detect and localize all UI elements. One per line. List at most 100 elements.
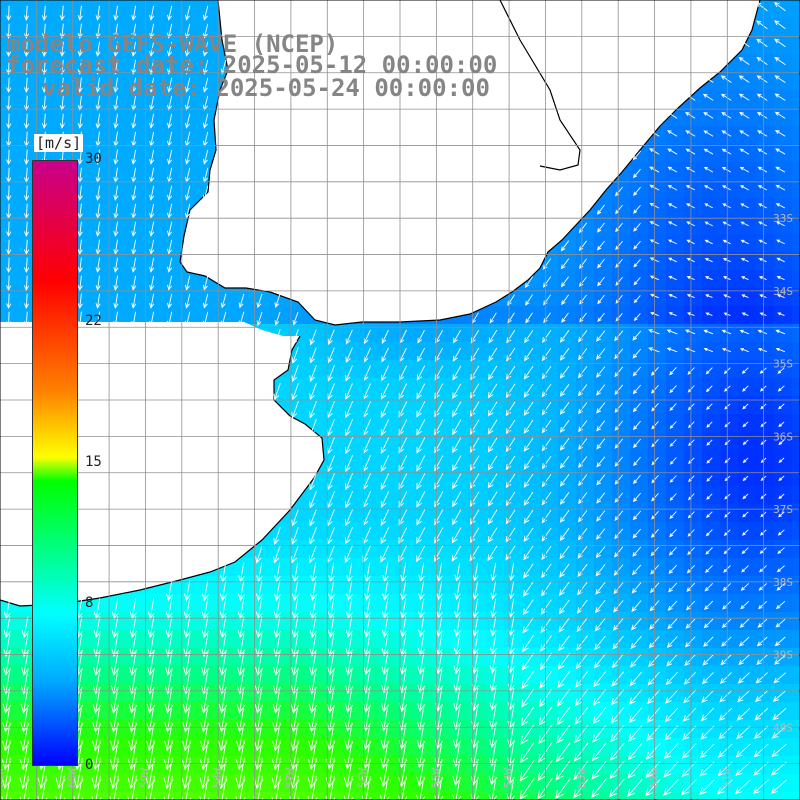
wind-vector xyxy=(775,148,786,155)
wind-vector xyxy=(704,565,713,574)
wind-vector xyxy=(202,293,209,309)
wind-vector xyxy=(632,384,642,395)
wind-vector xyxy=(202,95,209,111)
wind-vector xyxy=(610,725,625,743)
wind-vector xyxy=(758,221,768,227)
wind-vector xyxy=(738,654,750,666)
wind-vector xyxy=(113,59,119,75)
wind-vector xyxy=(309,598,317,620)
wind-speed-cell xyxy=(792,756,800,775)
wind-speed-cell xyxy=(792,504,800,523)
wind-vector xyxy=(667,221,678,227)
wind-vector xyxy=(739,618,750,628)
wind-vector xyxy=(522,635,534,653)
wind-vector xyxy=(559,474,570,487)
wind-vector xyxy=(291,651,299,677)
wind-vector xyxy=(706,457,713,464)
wind-vector xyxy=(775,184,786,191)
wind-vector xyxy=(630,635,642,650)
wind-vector xyxy=(756,75,768,83)
wind-vector xyxy=(669,439,677,447)
wind-vector xyxy=(614,348,624,360)
wind-vector xyxy=(326,687,336,714)
wind-vector xyxy=(309,347,317,364)
wind-vector xyxy=(255,616,263,639)
wind-vector xyxy=(131,311,137,327)
wind-vector xyxy=(147,633,155,658)
wind-vector xyxy=(669,493,677,501)
wind-vector xyxy=(755,672,768,684)
wind-vector xyxy=(778,403,785,410)
wind-vector xyxy=(573,742,589,762)
wind-vector xyxy=(520,724,535,745)
wind-vector xyxy=(742,385,749,392)
wind-vector xyxy=(721,130,732,137)
wind-vector xyxy=(327,473,335,491)
wind-vector xyxy=(380,383,390,400)
wind-vector xyxy=(236,687,246,714)
wind-vector xyxy=(219,651,227,677)
wind-vector xyxy=(667,166,678,173)
wind-vector xyxy=(757,148,768,155)
wind-vector xyxy=(146,687,156,714)
wind-vector xyxy=(95,5,101,21)
wind-vector xyxy=(596,510,606,522)
wind-vector xyxy=(520,706,535,727)
wind-speed-cell xyxy=(792,648,800,667)
wind-vector xyxy=(775,166,786,173)
wind-vector xyxy=(470,365,480,381)
colorbar-tick-label: 22 xyxy=(85,312,102,329)
wind-vector xyxy=(681,761,697,778)
wind-vector xyxy=(487,473,498,489)
wind-vector xyxy=(218,669,228,695)
wind-vector xyxy=(523,509,534,524)
wind-vector xyxy=(381,347,389,363)
wind-vector xyxy=(417,634,425,657)
wind-vector xyxy=(364,562,371,583)
wind-vector xyxy=(754,707,769,721)
wind-vector xyxy=(540,635,552,652)
wind-vector xyxy=(472,562,479,582)
wind-vector xyxy=(734,779,751,795)
wind-speed-cell xyxy=(450,792,469,800)
wind-vector xyxy=(523,383,534,398)
wind-vector xyxy=(540,617,552,634)
wind-speed-cell xyxy=(792,720,800,739)
wind-vector xyxy=(452,455,462,472)
wind-vector xyxy=(327,616,335,639)
latitude-label: 33S xyxy=(773,212,793,225)
wind-vector xyxy=(237,598,245,620)
wind-vector xyxy=(165,598,173,620)
wind-vector xyxy=(111,616,119,639)
wind-vector xyxy=(523,545,534,561)
colorbar-tick-label: 30 xyxy=(85,151,102,167)
wind-vector xyxy=(706,493,713,500)
wind-vector xyxy=(41,113,47,130)
wind-vector xyxy=(129,651,137,677)
wind-vector xyxy=(131,41,137,57)
wind-vector xyxy=(487,527,498,543)
wind-vector xyxy=(741,565,749,573)
wind-vector xyxy=(651,493,659,502)
wind-vector xyxy=(753,743,769,758)
wind-vector xyxy=(202,59,209,75)
wind-vector xyxy=(149,257,155,273)
wind-vector xyxy=(184,59,191,75)
wind-vector xyxy=(559,330,570,343)
wind-vector xyxy=(775,329,786,335)
wind-vector xyxy=(113,41,119,57)
wind-vector xyxy=(202,311,209,327)
wind-vector xyxy=(363,633,371,657)
wind-vector xyxy=(272,687,282,714)
wind-vector xyxy=(77,41,83,57)
wind-vector xyxy=(595,528,606,540)
wind-vector xyxy=(507,687,515,711)
wind-vector xyxy=(291,633,299,658)
wind-vector xyxy=(6,95,12,112)
wind-vector xyxy=(149,77,155,93)
wind-vector xyxy=(632,330,642,341)
wind-vector xyxy=(113,23,119,39)
wind-vector xyxy=(740,239,749,245)
wind-vector xyxy=(646,725,661,742)
wind-vector xyxy=(737,672,750,684)
